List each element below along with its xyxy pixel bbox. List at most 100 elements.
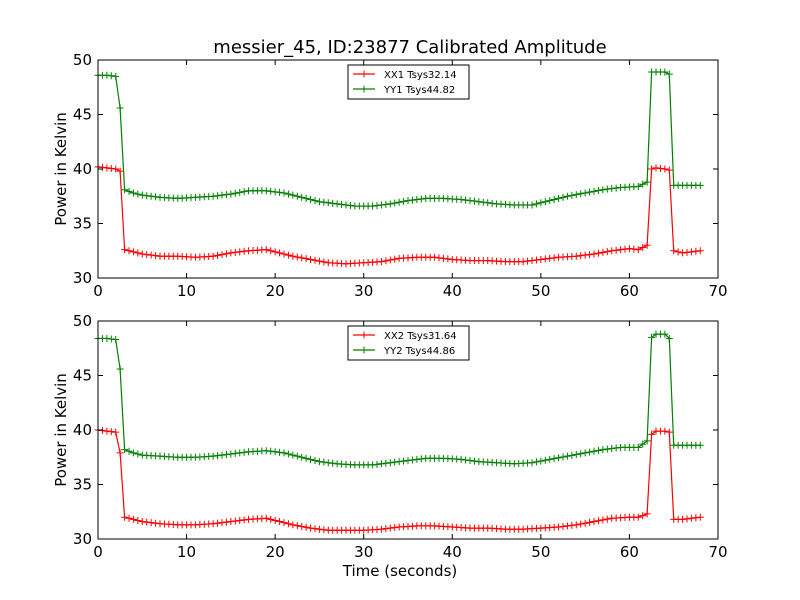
data-point: [546, 254, 554, 262]
data-point: [391, 199, 399, 207]
data-point: [112, 72, 120, 80]
data-point: [276, 188, 284, 196]
data-point: [298, 193, 306, 201]
data-point: [696, 513, 704, 521]
data-point: [103, 334, 111, 342]
data-point: [222, 518, 230, 526]
data-point: [692, 514, 700, 522]
data-point: [687, 514, 695, 522]
data-point: [236, 248, 244, 256]
data-point: [293, 522, 301, 530]
data-point: [581, 251, 589, 259]
data-point: [240, 516, 248, 524]
x-tick-label: 20: [266, 543, 285, 561]
legend-entry-label: YY1 Tsys44.82: [383, 85, 455, 96]
data-point: [581, 189, 589, 197]
data-point: [262, 246, 270, 254]
data-point: [559, 522, 567, 530]
x-tick-label: 30: [354, 543, 373, 561]
data-point: [634, 513, 642, 521]
data-point: [572, 451, 580, 459]
data-point: [435, 254, 443, 262]
data-point: [608, 247, 616, 255]
x-tick-label: 70: [708, 543, 727, 561]
data-point: [240, 448, 248, 456]
data-point: [634, 246, 642, 254]
data-point: [532, 458, 540, 466]
data-point: [679, 249, 687, 257]
x-tick-label: 40: [443, 282, 462, 300]
data-point: [404, 457, 412, 465]
data-point: [315, 458, 323, 466]
data-point: [125, 447, 133, 455]
data-point: [307, 255, 315, 263]
data-point: [696, 247, 704, 255]
data-point: [643, 178, 651, 186]
data-point: [116, 167, 124, 175]
data-point: [267, 447, 275, 455]
data-point: [134, 450, 142, 458]
data-point: [222, 250, 230, 258]
data-point: [532, 200, 540, 208]
data-point: [586, 448, 594, 456]
data-point: [670, 247, 678, 255]
data-point: [302, 454, 310, 462]
data-point: [665, 70, 673, 78]
data-point: [400, 457, 408, 465]
data-point: [519, 258, 527, 266]
data-point: [129, 449, 137, 457]
data-point: [320, 458, 328, 466]
data-point: [307, 524, 315, 532]
data-point: [280, 250, 288, 258]
data-point: [386, 256, 394, 264]
data-point: [231, 189, 239, 197]
x-tick-label: 50: [531, 543, 550, 561]
data-point: [284, 450, 292, 458]
data-point: [209, 252, 217, 260]
data-point: [563, 452, 571, 460]
data-point: [625, 245, 633, 253]
data-point: [679, 515, 687, 523]
data-point: [404, 197, 412, 205]
y-tick-label: 40: [73, 421, 92, 439]
data-point: [267, 187, 275, 195]
legend-marker: [360, 70, 368, 78]
data-point: [665, 334, 673, 342]
data-point: [107, 164, 115, 172]
data-point: [138, 191, 146, 199]
data-point: [377, 201, 385, 209]
legend-marker: [360, 346, 368, 354]
data-point: [568, 521, 576, 529]
data-point: [541, 456, 549, 464]
data-point: [577, 520, 585, 528]
data-point: [391, 458, 399, 466]
data-point: [227, 518, 235, 526]
data-point: [329, 199, 337, 207]
data-point: [147, 519, 155, 527]
data-point: [121, 186, 129, 194]
data-point: [466, 197, 474, 205]
data-point: [293, 192, 301, 200]
data-point: [315, 198, 323, 206]
data-point: [298, 522, 306, 530]
data-point: [218, 251, 226, 259]
data-point: [528, 257, 536, 265]
data-point: [271, 516, 279, 524]
data-point: [333, 200, 341, 208]
data-point: [590, 250, 598, 258]
subplot-1: 0 10 20 30 40 50 60 70 30 35 40 45 50 Power in Kelvin…: [52, 51, 728, 300]
data-point: [586, 188, 594, 196]
data-point: [138, 250, 146, 258]
data-point: [590, 447, 598, 455]
data-point: [227, 249, 235, 257]
data-point: [537, 199, 545, 207]
data-point: [577, 450, 585, 458]
y-tick-label: 30: [73, 530, 92, 548]
data-point: [696, 181, 704, 189]
x-tick-label: 70: [708, 282, 727, 300]
data-point: [236, 449, 244, 457]
data-point: [324, 459, 332, 467]
data-point: [227, 450, 235, 458]
data-point: [475, 198, 483, 206]
data-point: [648, 430, 656, 438]
